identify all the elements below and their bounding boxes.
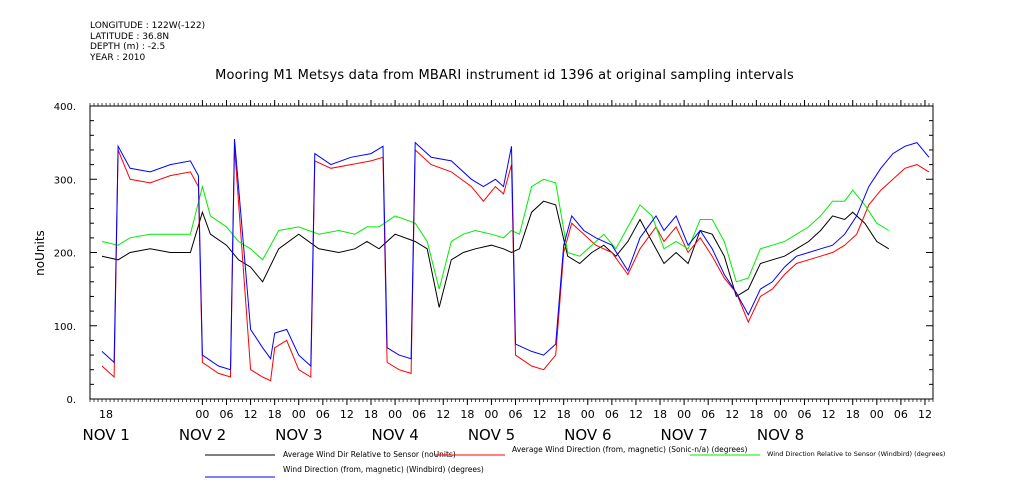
- legend-label: Average Wind Dir Relative to Sensor (noU…: [283, 450, 456, 459]
- x-tick-label: 12: [340, 408, 354, 421]
- y-tick-label: 100.: [54, 322, 76, 333]
- x-tick-label: 12: [244, 408, 258, 421]
- y-axis: 0. 100. 200. 300. 400.: [54, 102, 933, 406]
- x-tick-label: 18: [749, 408, 763, 421]
- x-tick-label: 12: [822, 408, 836, 421]
- x-tick-label: 12: [533, 408, 547, 421]
- y-tick-label: 0.: [66, 395, 76, 406]
- chart-title: Mooring M1 Metsys data from MBARI instru…: [215, 68, 794, 83]
- x-tick-label: 00: [870, 408, 884, 421]
- x-tick-label: 18: [653, 408, 667, 421]
- x-day-label: NOV 1: [82, 426, 129, 444]
- x-tick-label: 00: [388, 408, 402, 421]
- x-tick-label: 06: [316, 408, 330, 421]
- x-day-label: NOV 6: [564, 426, 611, 444]
- x-day-label: NOV 5: [468, 426, 515, 444]
- x-tick-label: 00: [677, 408, 691, 421]
- metadata-block: LONGITUDE : 122W(-122) LATITUDE : 36.8N …: [90, 21, 205, 63]
- x-tick-label: 12: [436, 408, 450, 421]
- x-tick-label: 00: [484, 408, 498, 421]
- x-tick-label: 12: [725, 408, 739, 421]
- x-tick-label: 18: [846, 408, 860, 421]
- x-tick-label: 06: [412, 408, 426, 421]
- depth-text: DEPTH (m) : -2.5: [90, 42, 166, 52]
- y-axis-label: noUnits: [33, 230, 47, 276]
- y-tick-label: 200.: [54, 249, 76, 260]
- series-line-2: [101, 146, 930, 382]
- latitude-text: LATITUDE : 36.8N: [90, 31, 170, 42]
- year-text: YEAR : 2010: [90, 52, 146, 63]
- x-tick-label: 06: [509, 408, 523, 421]
- legend-label: Wind Direction Relative to Sensor (Windb…: [767, 450, 945, 458]
- x-day-label: NOV 4: [371, 426, 418, 444]
- x-tick-label: 18: [268, 408, 282, 421]
- x-tick-label: 18: [364, 408, 378, 421]
- x-tick-label: 06: [701, 408, 715, 421]
- x-tick-label: 06: [219, 408, 233, 421]
- longitude-text: LONGITUDE : 122W(-122): [90, 21, 206, 31]
- x-tick-label: 06: [605, 408, 619, 421]
- x-tick-label: 06: [798, 408, 812, 421]
- x-tick-label: 18: [557, 408, 571, 421]
- x-tick-label: 06: [894, 408, 908, 421]
- x-tick-label: 00: [195, 408, 209, 421]
- x-day-label: NOV 2: [179, 426, 226, 444]
- legend-label: Average Wind Direction (from, magnetic) …: [512, 445, 748, 454]
- y-tick-label: 400.: [54, 102, 76, 113]
- legend: Average Wind Dir Relative to Sensor (noU…: [205, 445, 945, 478]
- series-line-4: [101, 138, 930, 371]
- x-tick-label: 12: [918, 408, 932, 421]
- series-line-3: [101, 178, 890, 290]
- y-tick-label: 300.: [54, 175, 76, 186]
- series-line-1: [101, 200, 890, 308]
- x-day-label: NOV 8: [757, 426, 804, 444]
- series-lines: [101, 138, 930, 382]
- x-tick-label: 00: [773, 408, 787, 421]
- x-tick-label: 18: [460, 408, 474, 421]
- x-tick-label: 00: [581, 408, 595, 421]
- legend-label: Wind Direction (from, magnetic) (Windbir…: [283, 465, 484, 474]
- x-tick-label: 12: [629, 408, 643, 421]
- x-day-label: NOV 3: [275, 426, 322, 444]
- x-tick-label: 00: [292, 408, 306, 421]
- x-axis: 00 06 12 18 00 06 12 18 00 06 12 18 00 06 12 18 00 06 12 18…: [82, 100, 934, 444]
- x-tick-label: 18: [99, 408, 113, 421]
- x-day-label: NOV 7: [661, 426, 708, 444]
